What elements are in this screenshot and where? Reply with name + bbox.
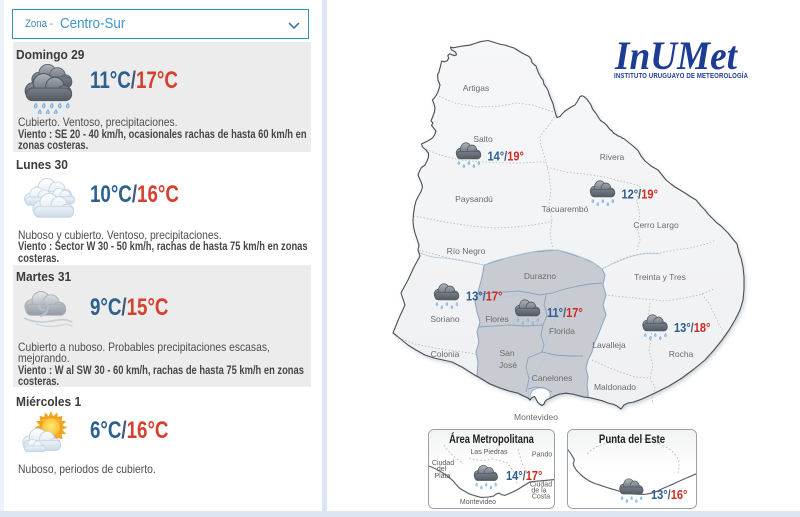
svg-text:Montevideo: Montevideo bbox=[460, 499, 496, 506]
svg-text:Colonia: Colonia bbox=[431, 349, 460, 359]
svg-text:Paysandú: Paysandú bbox=[455, 194, 493, 204]
svg-text:12°/19°: 12°/19° bbox=[622, 187, 659, 202]
svg-text:Río Negro: Río Negro bbox=[447, 246, 486, 256]
svg-text:Salto: Salto bbox=[473, 134, 493, 144]
svg-text:13°/17°: 13°/17° bbox=[466, 288, 503, 303]
svg-text:Artigas: Artigas bbox=[463, 83, 489, 93]
svg-text:Cerro Largo: Cerro Largo bbox=[633, 220, 679, 230]
svg-text:Ciudad: Ciudad bbox=[432, 460, 454, 467]
svg-text:José: José bbox=[499, 360, 517, 370]
svg-text:del: del bbox=[437, 466, 447, 473]
svg-text:Pando: Pando bbox=[532, 451, 552, 458]
svg-text:13°/18°: 13°/18° bbox=[674, 320, 711, 335]
svg-text:14°/17°: 14°/17° bbox=[506, 468, 543, 483]
svg-text:11°/17°: 11°/17° bbox=[547, 305, 583, 320]
svg-text:Maldonado: Maldonado bbox=[594, 382, 636, 392]
svg-text:Treinta y Tres: Treinta y Tres bbox=[634, 272, 686, 282]
svg-text:14°/19°: 14°/19° bbox=[488, 149, 525, 164]
svg-text:de la: de la bbox=[531, 488, 546, 495]
svg-text:Plata: Plata bbox=[435, 473, 451, 480]
svg-text:San: San bbox=[499, 348, 514, 358]
svg-text:Florida: Florida bbox=[549, 326, 575, 336]
svg-text:Canelones: Canelones bbox=[532, 373, 573, 383]
svg-text:Flores: Flores bbox=[485, 314, 509, 324]
svg-text:Rivera: Rivera bbox=[600, 152, 625, 162]
svg-text:Rocha: Rocha bbox=[669, 349, 694, 359]
svg-text:Soriano: Soriano bbox=[430, 314, 460, 324]
svg-text:Las Piedras: Las Piedras bbox=[471, 449, 508, 456]
svg-text:13°/16°: 13°/16° bbox=[651, 487, 688, 502]
svg-text:Durazno: Durazno bbox=[524, 271, 556, 281]
svg-text:Lavalleja: Lavalleja bbox=[592, 340, 626, 350]
svg-text:Montevideo: Montevideo bbox=[514, 412, 558, 422]
svg-text:Tacuarembó: Tacuarembó bbox=[542, 204, 589, 214]
svg-text:Costa: Costa bbox=[532, 493, 550, 500]
svg-text:Ciudad: Ciudad bbox=[530, 482, 552, 489]
